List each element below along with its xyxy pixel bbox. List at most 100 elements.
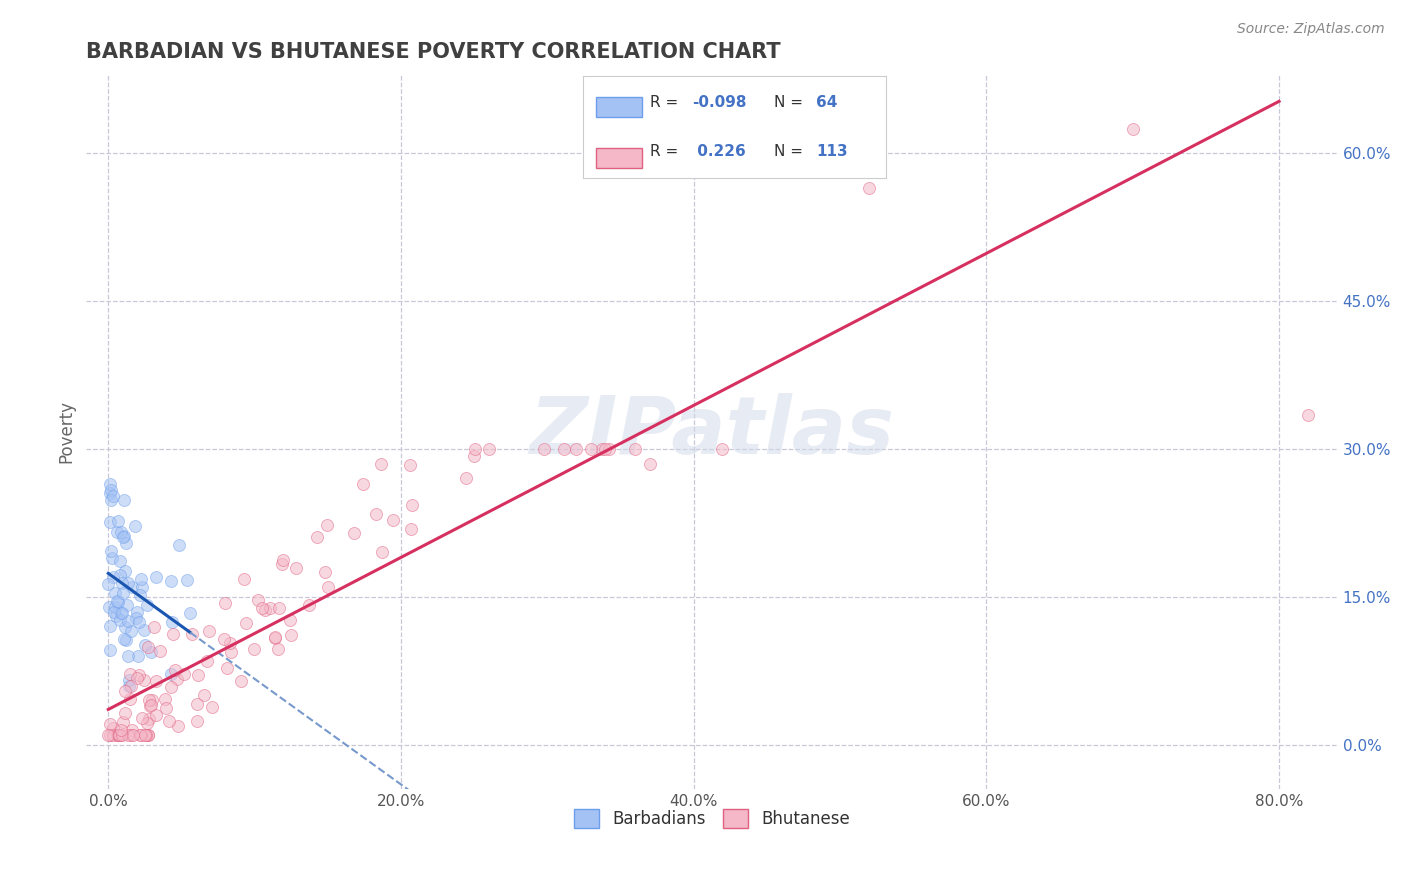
Point [162,627,184,641]
Point [136,640,159,654]
Point [108,728,131,742]
Point [138,693,160,707]
Point [186,714,208,728]
Point [221,645,243,659]
Point [193,688,215,702]
Point [229,673,252,688]
Point [149,644,172,658]
Point [117,615,139,629]
Point [218,636,240,650]
Point [124,519,146,533]
Point [166,672,188,686]
Point [128,588,150,602]
Point [114,632,136,646]
Point [105,594,128,608]
Point [107,515,129,529]
Point [401,498,423,512]
Point [145,673,167,688]
Point [398,458,420,472]
Point [125,671,148,685]
Point [259,601,281,615]
Text: 113: 113 [817,145,848,160]
Point [173,667,195,681]
Point [125,611,148,625]
Point [120,624,142,639]
Point [115,633,138,648]
Point [179,606,201,620]
Point [101,551,124,566]
Y-axis label: Poverty: Poverty [58,401,75,463]
Point [98,476,121,491]
Point [187,668,209,682]
Point [280,628,302,642]
Point [134,673,156,687]
Point [454,471,477,485]
Point [98,728,121,742]
Text: -0.098: -0.098 [692,95,747,110]
Point [160,574,183,588]
Point [242,642,264,657]
Point [217,660,239,674]
Point [564,442,586,456]
Point [97,599,120,614]
Point [314,566,336,580]
Point [136,716,159,731]
Point [105,728,128,742]
Point [114,684,136,698]
Point [104,599,127,614]
Text: ZIPatlas: ZIPatlas [530,392,894,471]
Point [267,641,290,656]
Point [141,693,163,707]
Point [478,442,501,456]
Point [97,576,120,591]
Point [212,632,235,646]
FancyBboxPatch shape [596,96,643,117]
Point [128,728,150,742]
Point [307,530,329,544]
Point [371,544,394,558]
Point [117,728,139,742]
Point [100,543,122,558]
Point [159,680,181,694]
Point [250,601,273,615]
Point [135,599,157,613]
Point [131,711,153,725]
Point [138,712,160,726]
Point [160,615,183,630]
Point [112,493,135,508]
Point [233,572,256,586]
Point [284,561,307,575]
Point [136,728,159,742]
Point [103,569,125,583]
Point [623,442,645,456]
Point [107,728,129,742]
Point [111,575,134,590]
Point [114,564,136,578]
Point [167,538,190,552]
Point [98,642,121,657]
Point [195,654,218,668]
Point [118,673,141,688]
Point [98,619,121,633]
Point [214,596,236,610]
Point [139,645,162,659]
Point [139,698,162,712]
Point [145,707,167,722]
Point [98,717,121,731]
Point [97,728,120,742]
Point [167,718,190,732]
Legend: Barbadians, Bhutanese: Barbadians, Bhutanese [568,802,856,835]
Point [118,691,141,706]
Point [98,515,121,529]
Point [108,728,131,742]
Point [115,536,138,550]
Point [579,442,602,456]
Point [107,595,129,609]
Point [198,624,221,639]
Text: 64: 64 [817,95,838,110]
Point [129,728,152,742]
Text: Source: ZipAtlas.com: Source: ZipAtlas.com [1237,22,1385,37]
Point [117,648,139,663]
Point [201,700,224,714]
Point [381,513,404,527]
